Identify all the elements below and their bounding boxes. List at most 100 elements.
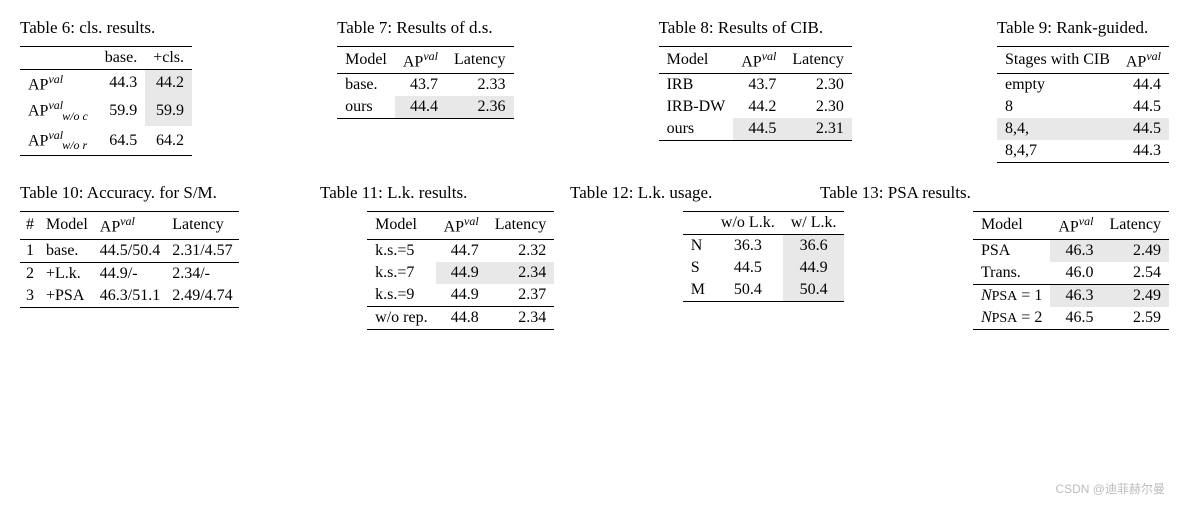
table-6: base. +cls. APval44.344.2APvalw/o c59.95…	[20, 46, 192, 156]
model-name: Trans.	[973, 262, 1050, 285]
wo-value: 44.5	[713, 257, 783, 279]
latency-value: 2.59	[1101, 307, 1169, 330]
model-name: IRB	[659, 74, 734, 97]
table-row: IRB-DW44.22.30	[659, 96, 852, 118]
base-value: 59.9	[97, 96, 145, 126]
cls-value: 59.9	[145, 96, 192, 126]
base-value: 64.5	[97, 126, 145, 156]
ap-value: 44.5	[733, 118, 784, 141]
ap-value: 44.2	[733, 96, 784, 118]
table-row: ours44.52.31	[659, 118, 852, 141]
table-13-block: Model APval Latency PSA46.32.49Trans.46.…	[973, 211, 1169, 329]
ap-value: 43.7	[395, 74, 446, 97]
base-value: 44.3	[97, 70, 145, 97]
ap-value: 44.4	[395, 96, 446, 119]
table-7-block: Table 7: Results of d.s. Model APval Lat…	[337, 18, 513, 119]
table-header-row: Model APval Latency	[659, 47, 852, 74]
table-row: APval44.344.2	[20, 70, 192, 97]
ap-value: 46.5	[1050, 307, 1101, 330]
col-apval: APval	[395, 47, 446, 74]
ap-value: 43.7	[733, 74, 784, 97]
col-model: Model	[337, 47, 395, 74]
metric-label: APvalw/o c	[20, 96, 97, 126]
table-11-block: Model APval Latency k.s.=544.72.32k.s.=7…	[367, 211, 554, 329]
row-num: 1	[20, 239, 40, 262]
table-8-caption: Table 8: Results of CIB.	[659, 18, 852, 38]
col-model: Model	[973, 212, 1050, 239]
table-row: NPSA = 146.32.49	[973, 284, 1169, 307]
col-apval: APval	[436, 212, 487, 239]
col-apval: APval	[1050, 212, 1101, 239]
latency-value: 2.34	[487, 262, 555, 284]
col-latency: Latency	[166, 212, 238, 239]
model-name: ours	[337, 96, 395, 119]
table-12-block: w/o L.k. w/ L.k. N36.336.6S44.544.9M50.4…	[683, 211, 845, 302]
table-row: IRB43.72.30	[659, 74, 852, 97]
col-latency: Latency	[487, 212, 555, 239]
table-7: Model APval Latency base.43.72.33ours44.…	[337, 46, 513, 119]
table-13: Model APval Latency PSA46.32.49Trans.46.…	[973, 211, 1169, 329]
ap-value: 44.9	[436, 284, 487, 307]
size-label: S	[683, 257, 713, 279]
table-8-block: Table 8: Results of CIB. Model APval Lat…	[659, 18, 852, 141]
latency-value: 2.31/4.57	[166, 239, 238, 262]
col-num: #	[20, 212, 40, 239]
ap-value: 44.9	[436, 262, 487, 284]
latency-value: 2.49	[1101, 284, 1169, 307]
model-name: base.	[337, 74, 395, 97]
table-7-caption: Table 7: Results of d.s.	[337, 18, 513, 38]
w-value: 36.6	[783, 235, 845, 258]
table-row: NPSA = 246.52.59	[973, 307, 1169, 330]
tables-row-1: Table 6: cls. results. base. +cls. APval…	[20, 18, 1169, 163]
latency-value: 2.31	[784, 118, 852, 141]
metric-label: APvalw/o r	[20, 126, 97, 156]
col-model: Model	[40, 212, 94, 239]
table-10-block: # Model APval Latency 1base.44.5/50.42.3…	[20, 211, 239, 307]
ap-value: 44.5/50.4	[94, 239, 166, 262]
latency-value: 2.49	[1101, 239, 1169, 262]
table-row: M50.450.4	[683, 279, 845, 302]
col-stages: Stages with CIB	[997, 47, 1118, 74]
row-num: 3	[20, 285, 40, 308]
cls-value: 44.2	[145, 70, 192, 97]
latency-value: 2.34/-	[166, 262, 238, 285]
ap-value: 46.0	[1050, 262, 1101, 285]
table-row: ours44.42.36	[337, 96, 513, 119]
col-latency: Latency	[1101, 212, 1169, 239]
ap-value: 46.3	[1050, 239, 1101, 262]
table-11-caption: Table 11: L.k. results.	[320, 183, 570, 203]
table-header-row: # Model APval Latency	[20, 212, 239, 239]
stages-value: 8,4,	[997, 118, 1118, 140]
row-num: 2	[20, 262, 40, 285]
watermark: CSDN @迪菲赫尔曼	[1055, 480, 1165, 497]
latency-value: 2.33	[446, 74, 514, 97]
model-name: ours	[659, 118, 734, 141]
captions-row-2: Table 10: Accuracy. for S/M. Table 11: L…	[20, 183, 1169, 203]
latency-value: 2.30	[784, 96, 852, 118]
table-12-caption: Table 12: L.k. usage.	[570, 183, 820, 203]
wo-value: 36.3	[713, 235, 783, 258]
table-10: # Model APval Latency 1base.44.5/50.42.3…	[20, 211, 239, 307]
model-name: k.s.=9	[367, 284, 435, 307]
latency-value: 2.30	[784, 74, 852, 97]
table-header-row: w/o L.k. w/ L.k.	[683, 212, 845, 235]
ap-value: 46.3/51.1	[94, 285, 166, 308]
table-row: w/o rep.44.82.34	[367, 306, 554, 329]
col-model: Model	[659, 47, 734, 74]
model-name: +L.k.	[40, 262, 94, 285]
table-row: N36.336.6	[683, 235, 845, 258]
table-header-row: Model APval Latency	[337, 47, 513, 74]
table-13-caption: Table 13: PSA results.	[820, 183, 971, 203]
table-row: 8,4,744.3	[997, 140, 1169, 163]
table-row: k.s.=944.92.37	[367, 284, 554, 307]
table-row: 3+PSA46.3/51.12.49/4.74	[20, 285, 239, 308]
table-11: Model APval Latency k.s.=544.72.32k.s.=7…	[367, 211, 554, 329]
col-latency: Latency	[446, 47, 514, 74]
table-row: 2+L.k.44.9/-2.34/-	[20, 262, 239, 285]
table-9: Stages with CIB APval empty44.4844.58,4,…	[997, 46, 1169, 163]
w-value: 50.4	[783, 279, 845, 302]
table-row: APvalw/o r64.564.2	[20, 126, 192, 156]
col-latency: Latency	[784, 47, 852, 74]
model-name: NPSA = 1	[973, 284, 1050, 307]
model-name: k.s.=7	[367, 262, 435, 284]
